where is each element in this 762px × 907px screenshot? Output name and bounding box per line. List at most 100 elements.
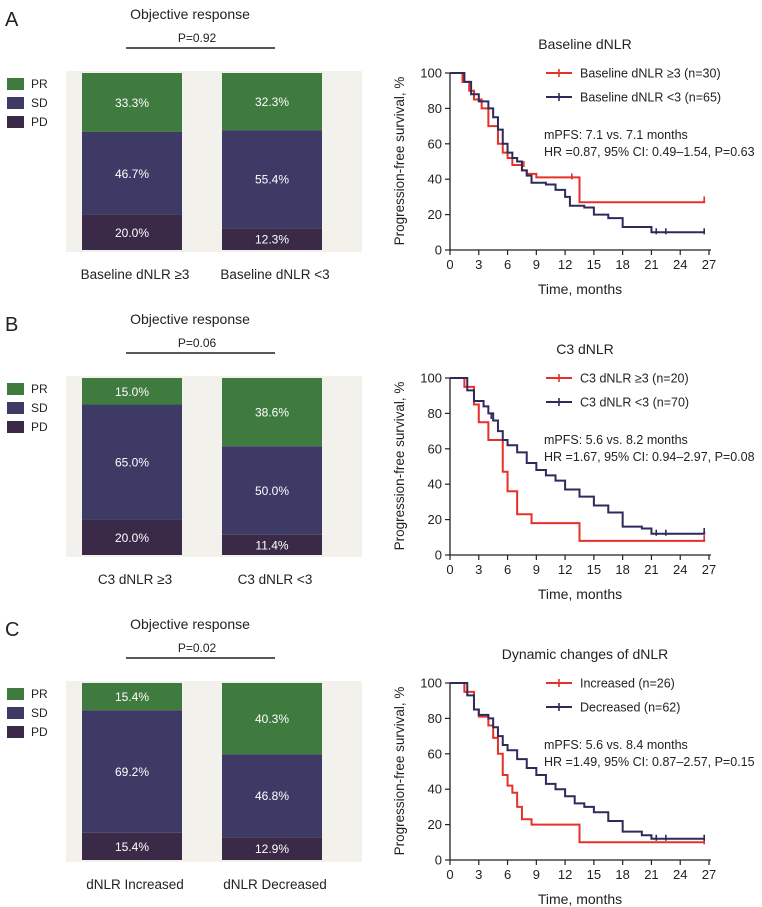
legend-label-sd: SD	[31, 401, 48, 415]
x-tick-label: 12	[558, 257, 572, 272]
bar-segment-pr	[222, 73, 322, 131]
bar-value-label-pd: 12.9%	[255, 842, 289, 856]
x-tick-label: 6	[504, 257, 511, 272]
bar-value-label-pd: 15.4%	[115, 840, 149, 854]
y-axis-label: Progression-free survival, %	[392, 77, 407, 246]
x-tick-label: 9	[533, 562, 540, 577]
legend-swatch-pd	[7, 116, 24, 128]
y-tick-label: 0	[435, 548, 442, 563]
x-tick-label: 21	[644, 257, 658, 272]
bar-value-label-pd: 12.3%	[255, 233, 289, 247]
bar-segment-pr	[82, 683, 182, 711]
legend-label-pr: PR	[31, 77, 48, 91]
x-tick-label: 9	[533, 257, 540, 272]
bar-category-label: C3 dNLR ≥3	[98, 572, 172, 587]
legend-label-sd: SD	[31, 706, 48, 720]
km-curve-navy	[450, 682, 705, 840]
x-tick-label: 6	[504, 562, 511, 577]
y-tick-label: 20	[428, 207, 442, 222]
y-tick-label: 20	[428, 817, 442, 832]
x-tick-label: 12	[558, 867, 572, 882]
legend-swatch-sd	[7, 402, 24, 414]
bar-segment-sd	[82, 404, 182, 520]
bar-value-label-sd: 65.0%	[115, 456, 149, 470]
bar-value-label-pr: 33.3%	[115, 96, 149, 110]
bar-category-label: dNLR Increased	[86, 877, 184, 892]
x-tick-label: 0	[446, 867, 453, 882]
p-value: P=0.02	[178, 641, 217, 655]
x-tick-label: 21	[644, 562, 658, 577]
y-tick-label: 60	[428, 441, 442, 456]
mpfs-annotation: mPFS: 5.6 vs. 8.4 months	[544, 738, 688, 752]
x-tick-label: 15	[587, 867, 601, 882]
panel-letter: A	[5, 9, 19, 31]
bar-value-label-pr: 15.0%	[115, 385, 149, 399]
legend-label-pd: PD	[31, 725, 48, 739]
bar-segment-pd	[82, 519, 182, 555]
bar-category-label: Baseline dNLR ≥3	[81, 267, 190, 282]
bar-category-label: C3 dNLR <3	[238, 572, 313, 587]
legend-swatch-pd	[7, 726, 24, 738]
bar-segment-pr	[222, 378, 322, 447]
bar-value-label-pd: 20.0%	[115, 531, 149, 545]
bar-category-label: dNLR Decreased	[223, 877, 327, 892]
legend-swatch-pd	[7, 421, 24, 433]
km-curve-navy	[450, 377, 706, 535]
km-legend-label: Decreased (n=62)	[580, 701, 680, 715]
y-axis-label: Progression-free survival, %	[392, 687, 407, 856]
km-legend-label: Baseline dNLR ≥3 (n=30)	[580, 67, 721, 81]
hr-annotation: HR =0.87, 95% CI: 0.49–1.54, P=0.63	[544, 145, 755, 159]
bar-value-label-pr: 38.6%	[255, 406, 289, 420]
x-tick-label: 24	[673, 867, 687, 882]
km-title: Baseline dNLR	[538, 36, 631, 52]
bar-value-label-pr: 15.4%	[115, 690, 149, 704]
y-tick-label: 40	[428, 477, 442, 492]
x-tick-label: 15	[587, 257, 601, 272]
y-tick-label: 80	[428, 101, 442, 116]
legend-swatch-pr	[7, 78, 24, 90]
panel-letter: B	[5, 314, 18, 336]
bar-segment-sd	[222, 754, 322, 838]
y-tick-label: 60	[428, 136, 442, 151]
hr-annotation: HR =1.49, 95% CI: 0.87–2.57, P=0.15	[544, 755, 755, 769]
y-tick-label: 80	[428, 711, 442, 726]
bar-segment-sd	[222, 130, 322, 229]
km-legend-label: C3 dNLR ≥3 (n=20)	[580, 372, 689, 386]
km-legend-label: C3 dNLR <3 (n=70)	[580, 396, 689, 410]
bar-segment-pd	[82, 214, 182, 250]
legend-swatch-pr	[7, 688, 24, 700]
bar-segment-pr	[82, 378, 182, 405]
x-tick-label: 3	[475, 867, 482, 882]
bar-value-label-sd: 46.7%	[115, 167, 149, 181]
x-tick-label: 0	[446, 562, 453, 577]
legend-swatch-pr	[7, 383, 24, 395]
y-tick-label: 20	[428, 512, 442, 527]
y-tick-label: 100	[420, 66, 442, 81]
bar-segment-pd	[222, 837, 322, 860]
bar-value-label-pr: 40.3%	[255, 712, 289, 726]
mpfs-annotation: mPFS: 5.6 vs. 8.2 months	[544, 433, 688, 447]
legend-swatch-sd	[7, 97, 24, 109]
p-value: P=0.06	[178, 336, 217, 350]
y-tick-label: 80	[428, 406, 442, 421]
legend-label-pd: PD	[31, 420, 48, 434]
bar-value-label-sd: 50.0%	[255, 484, 289, 498]
x-tick-label: 18	[615, 257, 629, 272]
x-axis-label: Time, months	[538, 586, 622, 602]
panel-letter: C	[5, 619, 19, 641]
legend-swatch-sd	[7, 707, 24, 719]
legend-label-pr: PR	[31, 382, 48, 396]
y-tick-label: 0	[435, 243, 442, 258]
bar-chart-title: Objective response	[130, 311, 250, 327]
x-tick-label: 6	[504, 867, 511, 882]
km-curve-navy	[450, 72, 705, 234]
bar-value-label-pd: 11.4%	[255, 538, 288, 552]
x-tick-label: 18	[615, 867, 629, 882]
bar-value-label-pr: 32.3%	[255, 95, 289, 109]
panel-c: C Objective response P=0.02 PR SD PD 15.4% 69.2…	[5, 616, 755, 907]
bar-value-label-sd: 55.4%	[255, 173, 289, 187]
y-tick-label: 40	[428, 782, 442, 797]
x-tick-label: 24	[673, 562, 687, 577]
bar-segment-sd	[222, 446, 322, 535]
